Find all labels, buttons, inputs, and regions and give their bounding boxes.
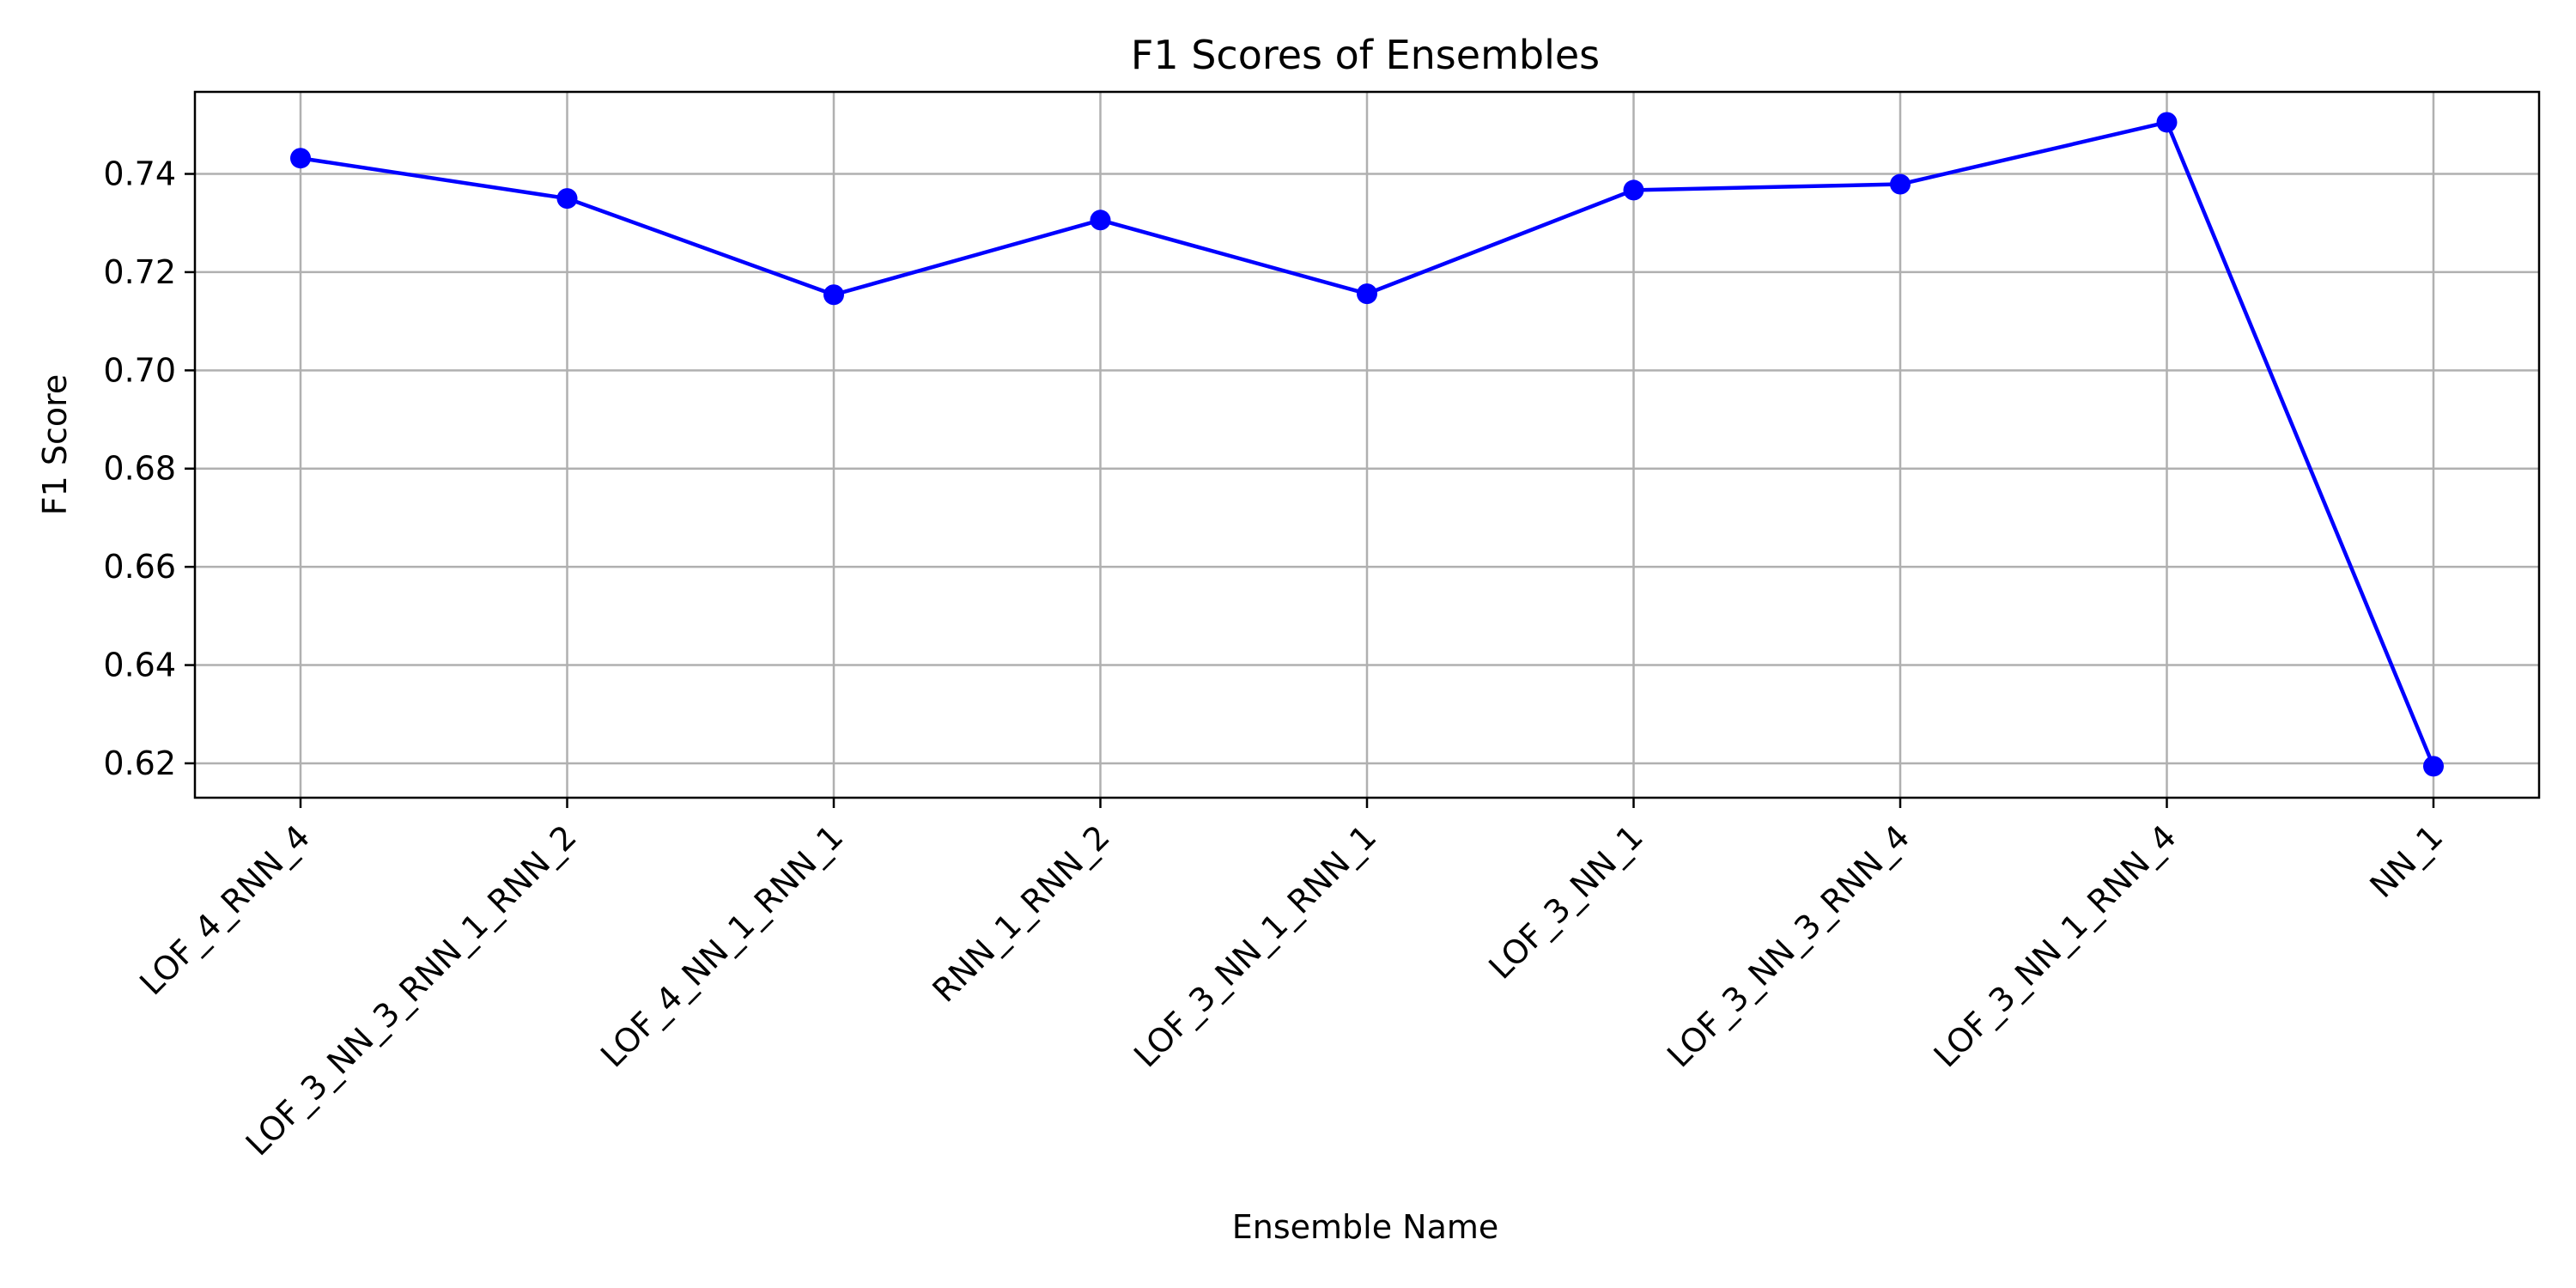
data-point-3 — [823, 284, 844, 306]
data-point-6 — [1623, 179, 1644, 201]
y-tick-label: 0.62 — [103, 744, 176, 782]
data-point-5 — [1357, 283, 1377, 305]
y-axis: 0.62 0.64 0.66 0.68 0.70 0.72 0.74 — [103, 155, 195, 782]
y-tick-label: 0.68 — [103, 450, 176, 488]
chart-title: F1 Scores of Ensembles — [1131, 32, 1600, 78]
y-tick-label: 0.72 — [103, 253, 176, 291]
series-f1-line — [290, 112, 2444, 777]
data-point-1 — [290, 148, 311, 169]
y-tick-label: 0.66 — [103, 548, 176, 586]
data-point-4 — [1090, 210, 1111, 231]
x-axis-title: Ensemble Name — [1232, 1208, 1499, 1246]
data-point-8 — [2156, 112, 2178, 133]
y-axis-title: F1 Score — [36, 374, 74, 516]
data-point-2 — [556, 188, 578, 210]
data-point-7 — [1890, 173, 1911, 195]
y-tick-label: 0.74 — [103, 155, 176, 193]
y-tick-label: 0.70 — [103, 351, 176, 389]
data-point-9 — [2423, 756, 2444, 777]
grid — [195, 92, 2539, 798]
y-tick-label: 0.64 — [103, 647, 176, 684]
